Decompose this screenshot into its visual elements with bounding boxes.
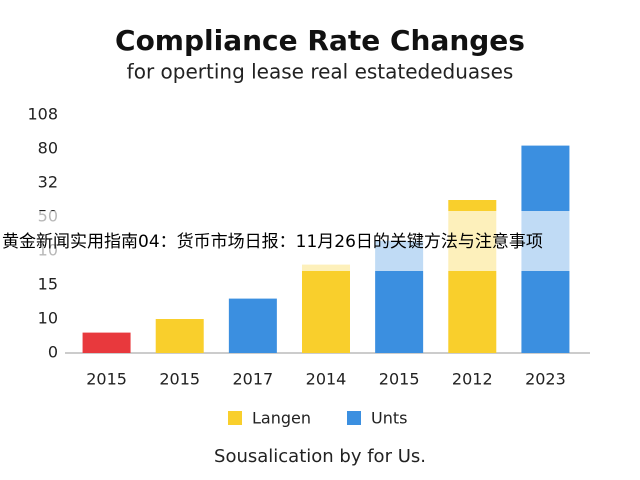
y-tick-label: 15 [38, 275, 58, 294]
bar [302, 264, 350, 353]
y-tick-label: 32 [38, 173, 58, 192]
banner-background [0, 211, 640, 271]
y-tick-label: 108 [27, 105, 58, 124]
y-tick-label: 0 [48, 343, 58, 362]
x-tick-label: 2015 [379, 370, 420, 389]
x-tick-label: 2023 [525, 370, 566, 389]
x-tick-label: 2014 [306, 370, 347, 389]
chart-title: Compliance Rate Changes [115, 24, 525, 57]
bar [228, 298, 277, 353]
bar [155, 319, 204, 353]
x-tick-label: 2017 [232, 370, 273, 389]
legend-label: Langen [252, 409, 311, 428]
x-tick-label: 2012 [452, 370, 493, 389]
legend-swatch [228, 411, 242, 425]
legend-swatch [347, 411, 361, 425]
chart-footer: Sousalication by for Us. [214, 446, 426, 467]
bar [82, 332, 131, 353]
y-tick-label: 80 [38, 139, 58, 158]
legend-label: Unts [371, 409, 407, 428]
y-tick-label: 10 [38, 309, 58, 328]
banner-text: 黄金新闻实用指南04：货币市场日报：11月26日的关键方法与注意事项 [2, 232, 543, 252]
x-tick-label: 2015 [86, 370, 127, 389]
x-tick-label: 2015 [159, 370, 200, 389]
chart-subtitle: for operting lease real estatededuases [127, 60, 514, 84]
